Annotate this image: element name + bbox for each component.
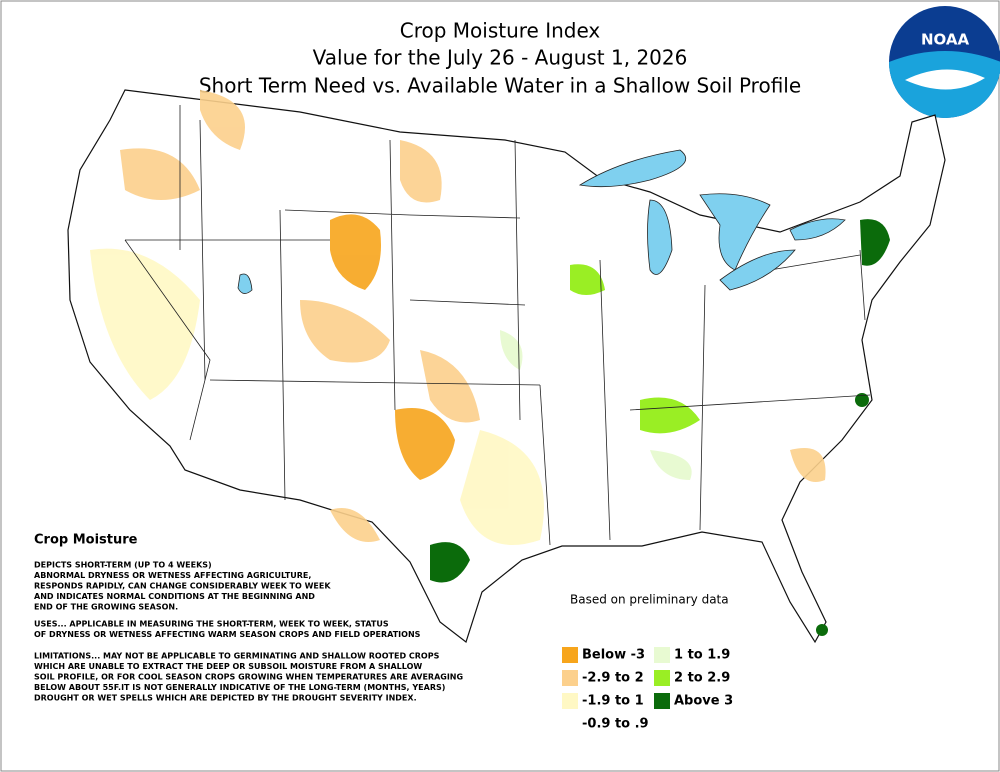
title-line: Short Term Need vs. Available Water in a…	[199, 74, 801, 98]
note-line: RESPONDS RAPIDLY, CAN CHANGE CONSIDERABL…	[34, 582, 331, 591]
legend-label: 1 to 1.9	[674, 648, 730, 663]
note-line: DEPICTS SHORT-TERM (UP TO 4 WEEKS)	[34, 561, 212, 570]
logo-gull	[905, 69, 985, 90]
wet-areas	[430, 219, 890, 636]
note-line: LIMITATIONS... MAY NOT BE APPLICABLE TO …	[34, 652, 440, 661]
notes-heading: Crop Moisture	[34, 533, 138, 548]
lake	[789, 218, 846, 241]
legend: Below -3 -2.9 to 2 -1.9 to 1 -0.9 to .9 1 to…	[562, 647, 733, 732]
state-lines	[124, 105, 871, 546]
dry-patch	[395, 408, 455, 480]
wet-patch	[570, 264, 605, 295]
logo-text: NOAA	[921, 31, 970, 49]
dry-patch	[300, 300, 390, 363]
wet-patch	[816, 624, 828, 636]
title-line: Crop Moisture Index	[400, 19, 601, 43]
dry-areas	[90, 90, 826, 545]
legend-label: Above 3	[674, 694, 733, 709]
state-line	[124, 239, 211, 441]
lakes	[237, 149, 846, 294]
notes: Crop Moisture DEPICTS SHORT-TERM (UP TO …	[34, 533, 463, 703]
dry-patch	[90, 248, 200, 400]
state-line	[125, 105, 871, 546]
dry-patch	[790, 448, 826, 482]
note-line: USES... APPLICABLE IN MEASURING THE SHOR…	[34, 620, 389, 629]
legend-label: 2 to 2.9	[674, 671, 730, 686]
lake	[699, 193, 771, 271]
note-line: AND INDICATES NORMAL CONDITIONS AT THE B…	[34, 592, 315, 601]
dry-patch	[200, 90, 245, 150]
note-line: END OF THE GROWING SEASON.	[34, 603, 178, 612]
legend-swatch	[562, 716, 578, 732]
note-line: DROUGHT OR WET SPELLS WHICH ARE DEPICTED…	[34, 694, 417, 703]
dry-patch	[460, 430, 544, 545]
lake	[237, 273, 253, 294]
legend-swatch	[654, 670, 670, 686]
dry-patch	[420, 350, 480, 423]
legend-swatch	[562, 670, 578, 686]
title-line: Value for the July 26 - August 1, 2026	[313, 46, 688, 70]
legend-swatch	[562, 693, 578, 709]
note-line: BELOW ABOUT 55F.IT IS NOT GENERALLY INDI…	[34, 683, 445, 692]
lake	[647, 199, 673, 275]
legend-swatch	[654, 693, 670, 709]
data-note: Based on preliminary data	[570, 593, 729, 607]
note-line: ABNORMAL DRYNESS OR WETNESS AFFECTING AG…	[34, 571, 311, 580]
wet-patch	[860, 219, 890, 266]
noaa-logo: NOAA	[889, 6, 1000, 118]
wet-patch	[500, 330, 523, 370]
legend-label: Below -3	[582, 648, 645, 663]
lake	[719, 249, 796, 291]
lake	[578, 149, 686, 188]
wet-patch	[430, 542, 470, 583]
dry-patch	[400, 140, 442, 203]
note-line: OF DRYNESS OR WETNESS AFFECTING WARM SEA…	[34, 630, 421, 639]
legend-label: -2.9 to 2	[582, 671, 644, 686]
legend-label: -1.9 to 1	[582, 694, 644, 709]
legend-swatch	[654, 647, 670, 663]
wet-patch	[855, 393, 869, 407]
note-line: SOIL PROFILE, OR FOR COOL SEASON CROPS G…	[34, 673, 463, 682]
wet-patch	[650, 450, 692, 480]
notes-body: DEPICTS SHORT-TERM (UP TO 4 WEEKS)ABNORM…	[34, 561, 463, 703]
legend-swatch	[562, 647, 578, 663]
dry-patch	[330, 508, 380, 542]
map	[67, 89, 946, 644]
note-line: WHICH ARE UNABLE TO EXTRACT THE DEEP OR …	[34, 662, 422, 671]
dry-patch	[330, 214, 381, 290]
legend-label: -0.9 to .9	[582, 717, 649, 732]
